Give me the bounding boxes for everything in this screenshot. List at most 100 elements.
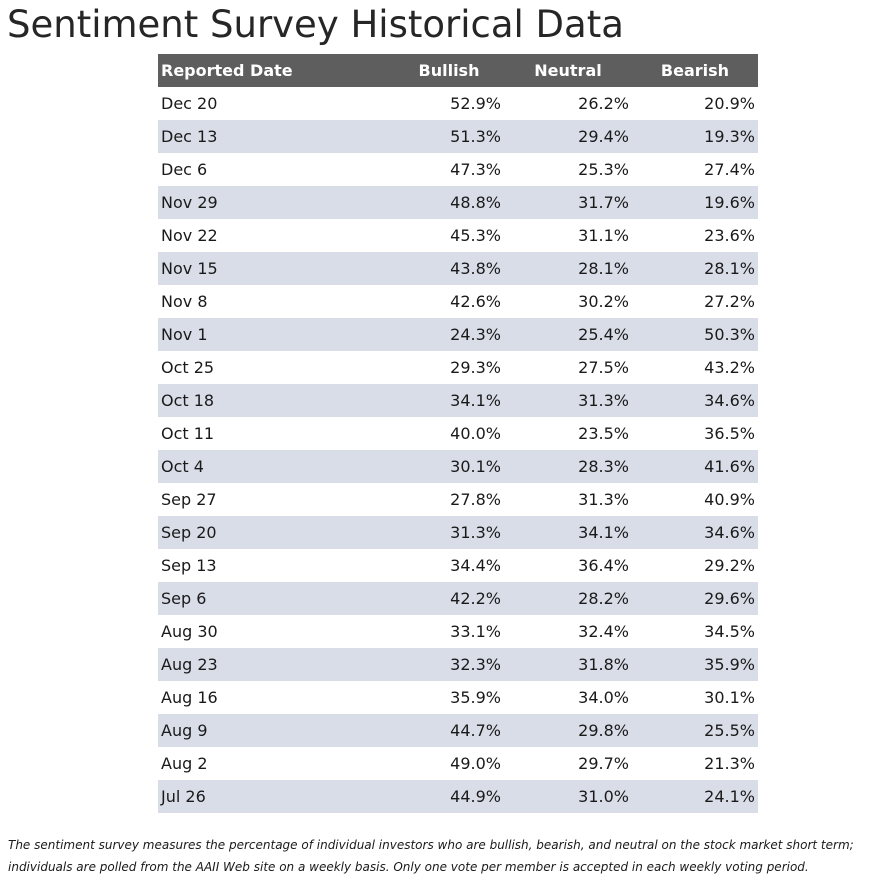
cell-bearish: 20.9% — [704, 94, 755, 113]
cell-bearish: 30.1% — [704, 688, 755, 707]
footnote-line-1: The sentiment survey measures the percen… — [8, 838, 854, 852]
header-bearish: Bearish — [632, 54, 758, 87]
cell-date: Aug 9 — [158, 714, 394, 747]
cell-bullish: 34.4% — [450, 556, 501, 575]
cell-bearish: 34.6% — [632, 384, 758, 417]
table-header: Reported Date Bullish Neutral Bearish — [158, 54, 758, 87]
cell-bearish: 29.2% — [704, 556, 755, 575]
cell-bullish: 52.9% — [450, 94, 501, 113]
cell-bullish: 34.1% — [394, 384, 504, 417]
cell-date: Aug 16 — [161, 688, 218, 707]
cell-bearish: 24.1% — [632, 780, 758, 813]
cell-bullish: 30.1% — [394, 450, 504, 483]
table-row: Nov 15 43.8% 28.1% 28.1% — [158, 252, 758, 285]
cell-neutral: 26.2% — [578, 94, 629, 113]
cell-bullish: 42.6% — [450, 292, 501, 311]
cell-bearish: 40.9% — [704, 490, 755, 509]
table-row: Sep 6 42.2% 28.2% 29.6% — [158, 582, 758, 615]
cell-date: Oct 11 — [161, 424, 215, 443]
cell-neutral: 32.4% — [578, 622, 629, 641]
cell-bearish: 50.3% — [632, 318, 758, 351]
table-row: Nov 1 24.3% 25.4% 50.3% — [158, 318, 758, 351]
cell-date: Sep 13 — [161, 556, 217, 575]
cell-bullish: 31.3% — [394, 516, 504, 549]
cell-bullish: 35.9% — [450, 688, 501, 707]
table-row: Oct 18 34.1% 31.3% 34.6% — [158, 384, 758, 417]
cell-neutral: 29.7% — [578, 754, 629, 773]
table-row: Nov 29 48.8% 31.7% 19.6% — [158, 186, 758, 219]
cell-bearish: 19.3% — [632, 120, 758, 153]
cell-date: Nov 22 — [161, 226, 218, 245]
table-row: Dec 20 52.9% 26.2% 20.9% — [158, 87, 758, 120]
cell-date: Sep 20 — [158, 516, 394, 549]
cell-date: Aug 2 — [161, 754, 208, 773]
cell-neutral: 27.5% — [578, 358, 629, 377]
cell-neutral: 31.3% — [504, 384, 632, 417]
cell-bullish: 24.3% — [394, 318, 504, 351]
cell-neutral: 25.3% — [578, 160, 629, 179]
cell-bullish: 43.8% — [394, 252, 504, 285]
cell-date: Nov 29 — [158, 186, 394, 219]
footnote-line-2: individuals are polled from the AAII Web… — [8, 860, 809, 874]
header-bullish: Bullish — [394, 54, 504, 87]
cell-bullish: 40.0% — [450, 424, 501, 443]
cell-date: Dec 13 — [158, 120, 394, 153]
table-row: Sep 20 31.3% 34.1% 34.6% — [158, 516, 758, 549]
cell-date: Oct 4 — [158, 450, 394, 483]
sentiment-table-container: Reported Date Bullish Neutral Bearish De… — [158, 54, 758, 813]
table-row: Nov 8 42.6% 30.2% 27.2% — [158, 285, 758, 318]
cell-neutral: 25.4% — [504, 318, 632, 351]
cell-bearish: 29.6% — [632, 582, 758, 615]
cell-neutral: 23.5% — [578, 424, 629, 443]
cell-bullish: 32.3% — [394, 648, 504, 681]
cell-date: Aug 30 — [161, 622, 218, 641]
cell-neutral: 30.2% — [578, 292, 629, 311]
cell-neutral: 31.7% — [504, 186, 632, 219]
cell-date: Oct 25 — [161, 358, 215, 377]
cell-bearish: 27.2% — [704, 292, 755, 311]
cell-bearish: 23.6% — [704, 226, 755, 245]
cell-bullish: 42.2% — [394, 582, 504, 615]
cell-date: Oct 18 — [158, 384, 394, 417]
cell-neutral: 31.8% — [504, 648, 632, 681]
table-row: Jul 26 44.9% 31.0% 24.1% — [158, 780, 758, 813]
table-row: Aug 9 44.7% 29.8% 25.5% — [158, 714, 758, 747]
cell-neutral: 31.3% — [578, 490, 629, 509]
cell-date: Sep 6 — [158, 582, 394, 615]
cell-date: Nov 8 — [161, 292, 208, 311]
table-row: Sep 27 27.8% 31.3% 40.9% — [158, 483, 758, 516]
cell-neutral: 34.1% — [504, 516, 632, 549]
page-title: Sentiment Survey Historical Data — [7, 3, 624, 46]
table-row: Sep 13 34.4% 36.4% 29.2% — [158, 549, 758, 582]
table-row: Aug 16 35.9% 34.0% 30.1% — [158, 681, 758, 714]
cell-neutral: 28.2% — [504, 582, 632, 615]
table-row: Dec 13 51.3% 29.4% 19.3% — [158, 120, 758, 153]
cell-bearish: 21.3% — [704, 754, 755, 773]
table-row: Aug 30 33.1% 32.4% 34.5% — [158, 615, 758, 648]
table-row: Oct 4 30.1% 28.3% 41.6% — [158, 450, 758, 483]
table-row: Aug 2 49.0% 29.7% 21.3% — [158, 747, 758, 780]
cell-neutral: 31.0% — [504, 780, 632, 813]
cell-neutral: 28.1% — [504, 252, 632, 285]
cell-bullish: 49.0% — [450, 754, 501, 773]
cell-bullish: 44.7% — [394, 714, 504, 747]
cell-neutral: 29.4% — [504, 120, 632, 153]
cell-date: Nov 15 — [158, 252, 394, 285]
sentiment-table: Reported Date Bullish Neutral Bearish De… — [158, 54, 758, 813]
cell-bullish: 44.9% — [394, 780, 504, 813]
cell-bearish: 41.6% — [632, 450, 758, 483]
table-body: Dec 20 52.9% 26.2% 20.9% Dec 13 51.3% 29.4% 19.… — [158, 87, 758, 813]
cell-bearish: 43.2% — [704, 358, 755, 377]
table-row: Dec 6 47.3% 25.3% 27.4% — [158, 153, 758, 186]
cell-bullish: 45.3% — [450, 226, 501, 245]
cell-date: Dec 6 — [161, 160, 208, 179]
cell-date: Aug 23 — [158, 648, 394, 681]
cell-neutral: 28.3% — [504, 450, 632, 483]
cell-neutral: 34.0% — [578, 688, 629, 707]
cell-neutral: 31.1% — [578, 226, 629, 245]
cell-bearish: 28.1% — [632, 252, 758, 285]
cell-bearish: 34.6% — [632, 516, 758, 549]
cell-bullish: 47.3% — [450, 160, 501, 179]
cell-bearish: 25.5% — [632, 714, 758, 747]
cell-date: Jul 26 — [158, 780, 394, 813]
